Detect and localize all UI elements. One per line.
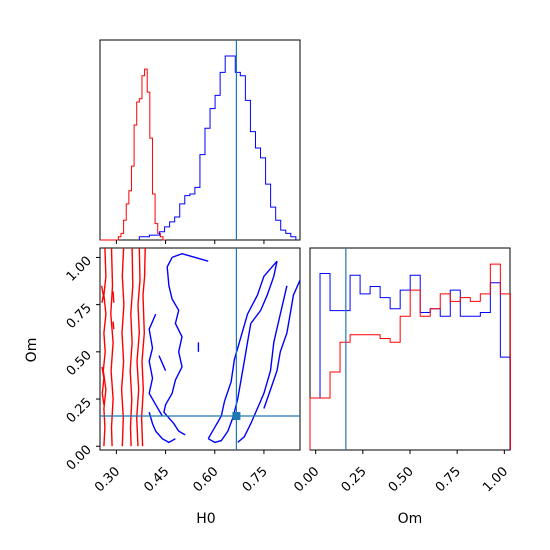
om-histogram-x-tick-label: 0.50 [386, 464, 417, 495]
contour-line-blue [148, 313, 163, 417]
om-histogram-series-red [309, 263, 511, 450]
h0-histogram-series-red [100, 68, 166, 241]
contour-y-tick-label: 0.75 [64, 301, 95, 332]
contour-x-tick-label: 0.45 [141, 464, 172, 495]
x-axis-label-om: Om [398, 511, 423, 527]
om-histogram-x-tick-label: 1.00 [480, 464, 511, 495]
h0-histogram-frame [99, 39, 301, 241]
contour-line-red [129, 247, 134, 447]
contour-line-red [140, 247, 146, 447]
contour-line-blue [148, 412, 176, 444]
contour-x-tick-label: 0.60 [191, 464, 222, 495]
contour-line-blue [263, 279, 301, 409]
contour-frame [99, 247, 301, 451]
contour-x-tick-label: 0.75 [240, 464, 271, 495]
contour-y-tick-label: 0.25 [64, 395, 95, 426]
om-histogram-x-tick-label: 0.75 [433, 464, 464, 495]
contour-line-red [110, 247, 114, 447]
om-histogram-x-tick-label: 0.00 [291, 464, 322, 495]
h0-histogram-panel [99, 39, 301, 244]
contour-y-tick-label: 1.00 [64, 254, 95, 285]
contour-line-red [120, 247, 125, 447]
contour-line-red [102, 247, 107, 447]
h0-om-contour-panel: 0.30 0.45 0.60 0.750.000.250.500.751.00 H0 … [24, 247, 301, 527]
h0-histogram-series-blue [138, 55, 297, 240]
contour-line-blue [237, 285, 288, 443]
om-histogram-x-tick-label: 0.25 [339, 464, 370, 495]
contour-line-red [100, 285, 105, 303]
contour-x-tick-label: 0.30 [92, 464, 123, 495]
contour-y-tick-label: 0.50 [64, 348, 95, 379]
contour-line-blue [207, 260, 278, 440]
contour-line-blue [171, 252, 209, 262]
om-histogram-series-blue [309, 272, 511, 450]
truth-marker [232, 412, 241, 421]
contour-line-blue [207, 261, 278, 444]
contour-line-blue [163, 257, 186, 436]
contour-y-tick-label: 0.00 [64, 442, 95, 473]
y-axis-label-om: Om [24, 338, 40, 363]
contour-line-red [112, 291, 115, 303]
om-histogram-panel: 0.00 0.25 0.50 0.75 1.00 Om [291, 247, 511, 527]
contour-line-red [101, 366, 105, 405]
contour-line-red [112, 321, 115, 330]
x-axis-label-h0: H0 [196, 511, 215, 527]
contour-line-red [135, 247, 141, 447]
contour-line-blue [158, 355, 167, 371]
